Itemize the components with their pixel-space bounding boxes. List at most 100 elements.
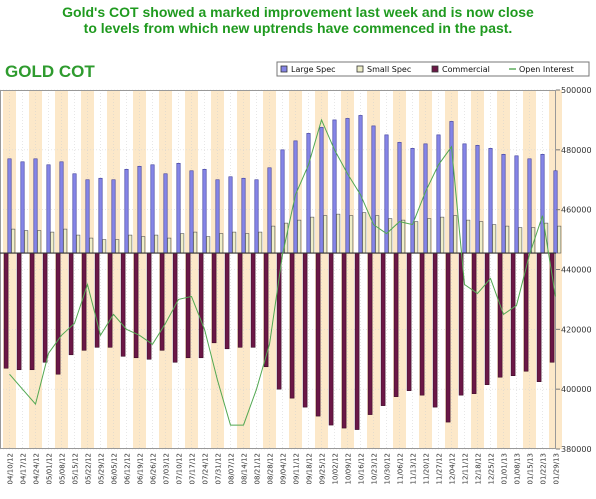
large-spec-bar [137, 165, 142, 254]
legend-label: Small Spec [367, 65, 411, 74]
x-tick-label: 08/21/12 [254, 453, 262, 484]
large-spec-bar [488, 148, 493, 254]
x-tick-label: 01/01/13 [501, 453, 509, 484]
commercial-bar [224, 252, 230, 350]
large-spec-bar [98, 177, 103, 254]
commercial-bar [107, 252, 113, 348]
y-tick-label: 380000 [561, 445, 592, 454]
large-spec-bar [345, 118, 350, 254]
commercial-bar [523, 252, 529, 372]
x-tick-label: 09/25/12 [319, 453, 327, 484]
commercial-bar [94, 252, 100, 348]
large-spec-bar [280, 149, 285, 254]
large-spec-bar [449, 121, 454, 254]
small-spec-bar [362, 212, 367, 254]
large-spec-bar [7, 158, 12, 254]
large-spec-bar [514, 155, 519, 254]
background-band [185, 90, 198, 449]
commercial-bar [29, 252, 35, 371]
small-spec-bar [297, 219, 302, 254]
commercial-bar [55, 252, 61, 375]
y-tick-label: 440000 [561, 266, 592, 275]
large-spec-bar [397, 142, 402, 254]
large-spec-bar [319, 127, 324, 254]
small-spec-bar [466, 219, 471, 254]
x-tick-label: 04/10/12 [7, 453, 15, 484]
commercial-bar [68, 252, 74, 356]
large-spec-bar [254, 179, 259, 254]
x-tick-label: 11/20/12 [423, 453, 431, 484]
large-spec-bar [228, 176, 233, 254]
x-tick-label: 11/06/12 [397, 453, 405, 484]
commercial-bar [237, 252, 243, 348]
background-band [107, 90, 120, 449]
legend-label: Open Interest [519, 65, 574, 74]
large-spec-bar [150, 164, 155, 254]
commercial-bar [250, 252, 256, 348]
x-tick-label: 09/04/12 [280, 453, 288, 484]
x-tick-label: 05/29/12 [98, 453, 106, 484]
small-spec-bar [63, 228, 68, 254]
large-spec-bar [332, 119, 337, 254]
x-tick-label: 06/12/12 [124, 453, 132, 484]
chart-title: GOLD COT [5, 62, 95, 81]
small-spec-bar [128, 234, 133, 254]
y-tick-label: 400000 [561, 385, 592, 394]
x-tick-label: 05/15/12 [72, 453, 80, 484]
commercial-bar [510, 252, 516, 377]
commercial-bar [458, 252, 464, 396]
commercial-bar [484, 252, 490, 385]
x-tick-label: 12/18/12 [475, 453, 483, 484]
x-tick-label: 09/11/12 [293, 453, 301, 484]
headline: Gold's COT showed a marked improvement l… [0, 4, 596, 36]
small-spec-bar [427, 218, 432, 254]
large-spec-bar [202, 168, 207, 254]
small-spec-bar [310, 216, 315, 254]
small-spec-bar [219, 233, 224, 254]
large-spec-bar [527, 158, 532, 254]
x-tick-label: 07/17/12 [189, 453, 197, 484]
small-spec-bar [557, 225, 562, 254]
small-spec-bar [401, 219, 406, 254]
commercial-bar [341, 252, 347, 429]
small-spec-bar [180, 233, 185, 254]
x-tick-label: 06/19/12 [137, 453, 145, 484]
small-spec-bar [206, 236, 211, 254]
x-tick-label: 10/16/12 [358, 453, 366, 484]
commercial-bar [419, 252, 425, 396]
x-tick-label: 12/25/12 [488, 453, 496, 484]
x-tick-label: 08/28/12 [267, 453, 275, 484]
x-tick-label: 11/27/12 [436, 453, 444, 484]
small-spec-bar [193, 231, 198, 254]
large-spec-bar [124, 168, 129, 254]
small-spec-bar [115, 239, 120, 254]
large-spec-bar [423, 143, 428, 254]
commercial-bar [393, 252, 399, 397]
small-spec-bar [388, 218, 393, 254]
open-interest-line [9, 118, 556, 426]
small-spec-bar [102, 239, 107, 254]
small-spec-bar [141, 236, 146, 254]
x-tick-label: 11/13/12 [410, 453, 418, 484]
large-spec-bar [267, 167, 272, 254]
commercial-bar [3, 252, 9, 369]
small-spec-bar [167, 237, 172, 254]
commercial-bar [42, 252, 48, 363]
plot-frame [0, 90, 556, 449]
large-spec-bar [358, 115, 363, 254]
x-tick-label: 08/07/12 [228, 453, 236, 484]
large-spec-bar [410, 148, 415, 254]
large-spec-bar [215, 179, 220, 254]
commercial-bar [185, 252, 191, 359]
large-spec-bar [189, 170, 194, 254]
small-spec-bar [453, 215, 458, 254]
small-spec-bar [349, 215, 354, 254]
commercial-bar [536, 252, 542, 382]
large-spec-bar [371, 125, 376, 254]
small-spec-bar [375, 215, 380, 254]
x-tick-label: 09/18/12 [306, 453, 314, 484]
commercial-bar [432, 252, 438, 408]
large-spec-bar [163, 173, 168, 254]
headline-line-2: to levels from which new uptrends have c… [83, 20, 513, 36]
legend: Large Spec Small Spec Commercial Open Inter… [276, 61, 590, 77]
